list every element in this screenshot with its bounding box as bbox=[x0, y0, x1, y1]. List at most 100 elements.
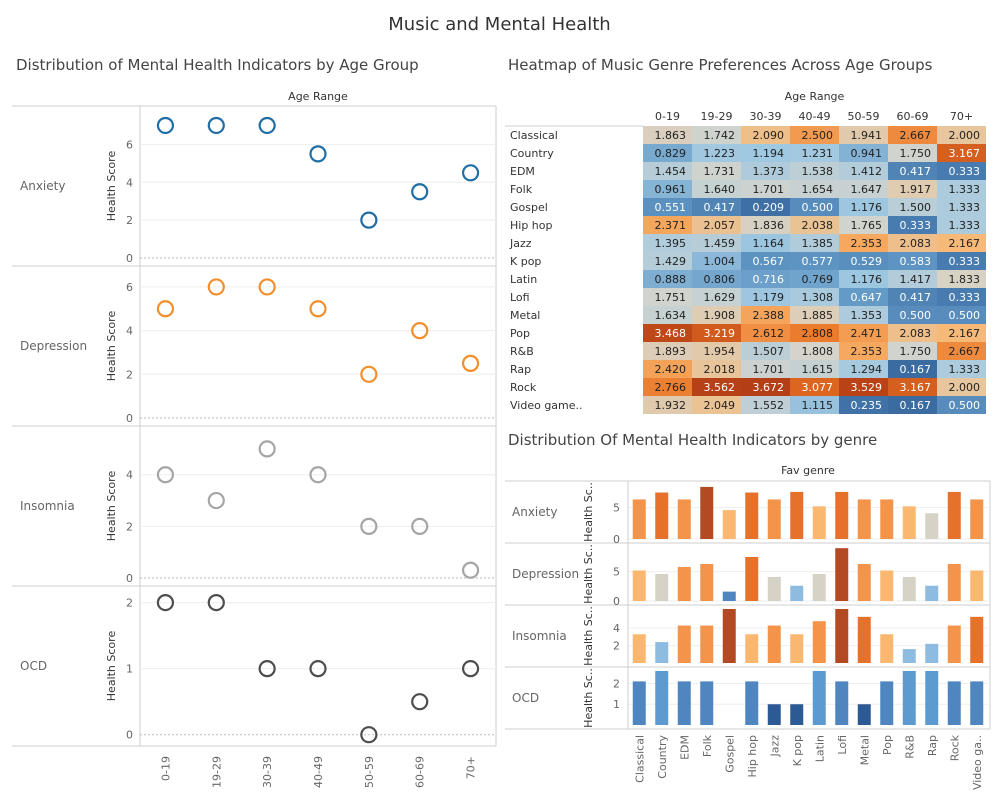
scatter-y-tick-label: 4 bbox=[126, 176, 133, 189]
heatmap-cell-value: 0.567 bbox=[753, 255, 785, 268]
scatter-y-axis-label: Health Score bbox=[105, 311, 118, 382]
heatmap-cell-value: 1.176 bbox=[851, 201, 883, 214]
heatmap-cell bbox=[790, 234, 839, 252]
heatmap-cell-value: 0.961 bbox=[655, 183, 687, 196]
heatmap-cell bbox=[937, 396, 986, 414]
bar-ocd bbox=[947, 681, 961, 725]
bar-anxiety bbox=[880, 499, 894, 539]
heatmap-cell-value: 1.353 bbox=[851, 309, 883, 322]
heatmap-cell bbox=[937, 162, 986, 180]
heatmap-cell bbox=[888, 342, 937, 360]
bar-y-tick-label: 2 bbox=[613, 640, 620, 653]
bar-y-axis-label: Health Sc.. bbox=[582, 606, 595, 666]
heatmap-cell bbox=[790, 270, 839, 288]
bar-depression bbox=[925, 585, 939, 601]
bar-anxiety bbox=[970, 499, 984, 539]
heatmap-cell-value: 2.090 bbox=[753, 129, 785, 142]
heatmap-cell-value: 0.333 bbox=[949, 291, 981, 304]
bar-insomnia bbox=[880, 634, 894, 663]
heatmap-cell-value: 1.917 bbox=[900, 183, 932, 196]
bar-anxiety bbox=[835, 491, 849, 539]
heatmap-cell bbox=[888, 396, 937, 414]
heatmap-row-label: Classical bbox=[510, 129, 558, 142]
heatmap-cell-value: 0.333 bbox=[949, 255, 981, 268]
heatmap-cell bbox=[790, 198, 839, 216]
bar-insomnia bbox=[857, 616, 871, 663]
heatmap-cell bbox=[741, 234, 790, 252]
heatmap-cell-value: 0.716 bbox=[753, 273, 785, 286]
heatmap-cell-value: 3.219 bbox=[704, 327, 736, 340]
bar-y-axis-label: Health Sc.. bbox=[582, 544, 595, 604]
heatmap-cell bbox=[937, 342, 986, 360]
bar-insomnia bbox=[722, 609, 736, 663]
heatmap-cell bbox=[888, 306, 937, 324]
heatmap-cell bbox=[888, 360, 937, 378]
heatmap-cell-value: 1.893 bbox=[655, 345, 687, 358]
bar-column-header: Fav genre bbox=[781, 464, 835, 477]
bar-x-tick-label: R&B bbox=[903, 735, 916, 759]
bar-anxiety bbox=[677, 499, 691, 539]
bar-insomnia bbox=[812, 621, 826, 663]
heatmap-cell-value: 1.115 bbox=[802, 399, 834, 412]
heatmap-row-label: Lofi bbox=[510, 291, 530, 304]
scatter-point-depression bbox=[207, 278, 225, 296]
bar-anxiety bbox=[790, 491, 804, 539]
heatmap-cell bbox=[741, 198, 790, 216]
heatmap-cell-value: 1.395 bbox=[655, 237, 687, 250]
heatmap-cell-value: 0.333 bbox=[949, 165, 981, 178]
heatmap-cell-value: 3.468 bbox=[655, 327, 687, 340]
heatmap-cell bbox=[643, 306, 692, 324]
heatmap-cell-value: 2.353 bbox=[851, 345, 883, 358]
scatter-point-ocd bbox=[461, 660, 480, 678]
scatter-y-tick-label: 6 bbox=[126, 281, 133, 294]
bar-depression bbox=[812, 574, 826, 601]
heatmap-cell bbox=[741, 288, 790, 306]
heatmap-cell-value: 0.500 bbox=[900, 309, 932, 322]
heatmap-cell bbox=[937, 360, 986, 378]
heatmap-cell bbox=[839, 360, 888, 378]
heatmap-cell-value: 1.333 bbox=[949, 363, 981, 376]
heatmap-cell bbox=[741, 396, 790, 414]
scatter-point-anxiety bbox=[360, 211, 378, 229]
bar-x-tick-label: Video ga.. bbox=[971, 735, 984, 790]
scatter-y-tick-label: 0 bbox=[126, 412, 133, 425]
heatmap-cell bbox=[888, 378, 937, 396]
bar-depression bbox=[857, 564, 871, 601]
heatmap-cell-value: 1.412 bbox=[851, 165, 883, 178]
bar-x-tick-label: Folk bbox=[701, 734, 714, 757]
heatmap-cell-value: 1.634 bbox=[655, 309, 687, 322]
heatmap-cell-value: 2.018 bbox=[704, 363, 736, 376]
heatmap-cell bbox=[692, 198, 741, 216]
heatmap-cell bbox=[741, 144, 790, 162]
heatmap-cell-value: 0.551 bbox=[655, 201, 687, 214]
heatmap-row-label: EDM bbox=[510, 165, 535, 178]
heatmap-cell bbox=[888, 216, 937, 234]
scatter-point-depression bbox=[258, 278, 276, 296]
heatmap-cell bbox=[937, 144, 986, 162]
bar-y-tick-label: 0 bbox=[613, 533, 620, 546]
scatter-point-depression bbox=[411, 322, 429, 340]
heatmap-cell-value: 1.538 bbox=[802, 165, 834, 178]
scatter-y-axis-label: Health Score bbox=[105, 151, 118, 222]
heatmap-cell bbox=[692, 252, 741, 270]
bar-y-tick-label: 0 bbox=[613, 595, 620, 608]
heatmap-cell-value: 0.209 bbox=[753, 201, 785, 214]
heatmap-cell bbox=[937, 324, 986, 342]
heatmap-cell bbox=[888, 198, 937, 216]
heatmap-cell bbox=[839, 342, 888, 360]
heatmap-cell-value: 0.529 bbox=[851, 255, 883, 268]
heatmap-column-label: 30-39 bbox=[750, 110, 782, 123]
heatmap-cell-value: 3.529 bbox=[851, 381, 883, 394]
heatmap-cell-value: 3.167 bbox=[949, 147, 981, 160]
heatmap-cell-value: 1.176 bbox=[851, 273, 883, 286]
bar-x-tick-label: Country bbox=[656, 735, 669, 779]
bar-anxiety bbox=[857, 499, 871, 539]
heatmap-row-label: Country bbox=[510, 147, 554, 160]
bar-insomnia bbox=[655, 642, 669, 663]
heatmap-cell bbox=[643, 162, 692, 180]
heatmap-cell-value: 1.500 bbox=[900, 201, 932, 214]
scatter-x-tick-label: 30-39 bbox=[261, 756, 274, 788]
heatmap-cell-value: 0.806 bbox=[704, 273, 736, 286]
scatter-column-header: Age Range bbox=[288, 90, 348, 103]
bar-anxiety bbox=[767, 499, 781, 539]
